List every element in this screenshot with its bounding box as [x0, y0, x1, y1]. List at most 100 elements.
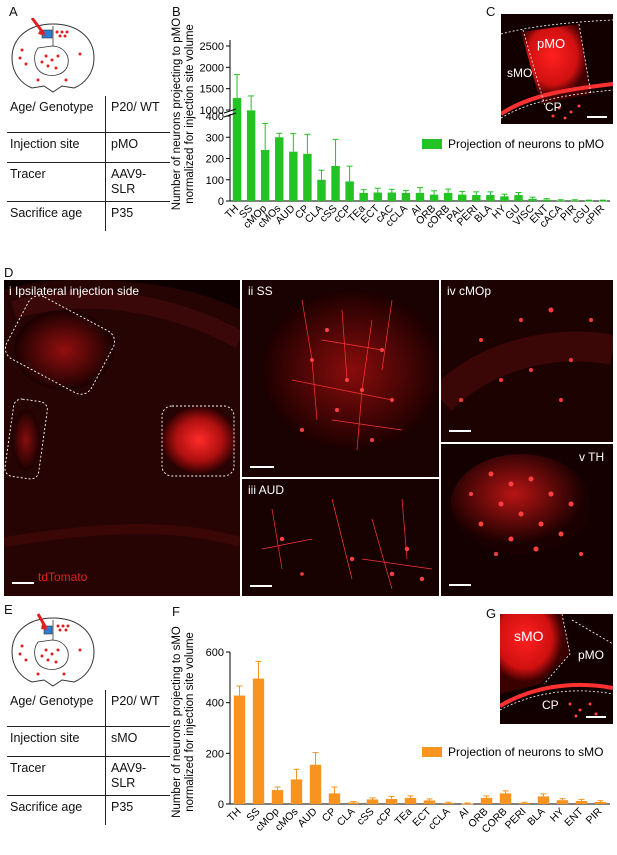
label-aud: iii AUD	[248, 483, 285, 497]
bar	[575, 800, 588, 804]
scale-bar	[587, 116, 607, 118]
bar	[246, 110, 256, 201]
brain-schematic-pmo	[11, 18, 95, 93]
bar	[373, 192, 382, 201]
micrograph-pmo-injection: pMO sMO CP	[501, 14, 613, 124]
bar	[415, 192, 425, 201]
panel-letter-f: F	[172, 604, 180, 619]
bar	[442, 802, 455, 804]
bar	[499, 793, 512, 804]
x-tick-label: BLA	[525, 806, 548, 829]
table-key: Injection site	[7, 131, 106, 162]
chart-pmo-projections: Number of neurons projecting to pMO norma…	[171, 18, 610, 231]
y-tick-label: 600	[206, 647, 224, 659]
bar	[345, 181, 354, 201]
legend-label: Projection of neurons to sMO	[448, 745, 603, 759]
bar	[500, 196, 509, 201]
table-value: pMO	[105, 131, 170, 162]
bar	[401, 192, 411, 201]
x-tick-label: cCP	[373, 806, 396, 829]
y-tick-label: 100	[206, 175, 224, 187]
label-pmo: pMO	[537, 36, 566, 51]
bar	[275, 137, 284, 201]
micrograph-smo-injection: sMO pMO CP	[500, 614, 613, 724]
bar	[598, 200, 608, 202]
table-value: P35	[105, 200, 170, 231]
table-value: P20/ WT	[105, 690, 170, 726]
table-key: Sacrifice age	[7, 200, 106, 231]
scale-bar	[250, 466, 274, 468]
panel-letter-e: E	[4, 602, 13, 617]
panel-letter-c: C	[486, 4, 496, 19]
y-tick-label: 2000	[200, 62, 224, 74]
chart-smo-projections: Number of neurons projecting to sMO norma…	[171, 626, 610, 836]
bar	[271, 790, 284, 804]
y-axis-label: Number of neurons projecting to pMO	[171, 18, 183, 210]
bar	[518, 802, 531, 804]
x-tick-label: PERI	[503, 806, 529, 832]
bar	[594, 801, 607, 804]
bar	[429, 194, 439, 201]
bar	[347, 802, 360, 804]
label-smo: sMO	[514, 628, 544, 644]
y-axis-label: Number of neurons projecting to sMO	[171, 626, 183, 818]
x-tick-label: PIR	[584, 805, 605, 826]
brain-schematic-smo	[11, 613, 95, 687]
experiment-table-pmo: Age/ Genotype P20/ WT Injection site pMO T…	[7, 96, 170, 231]
panel-letter-a: A	[9, 4, 18, 19]
y-axis-label: normalized for injection site volume	[184, 632, 196, 812]
micrograph-ipsilateral: i Ipsilateral injection side tdTomato	[4, 280, 240, 596]
label-tdtomato: tdTomato	[38, 570, 88, 584]
scale-bar	[250, 585, 272, 587]
micrograph-aud: iii AUD	[242, 479, 439, 596]
table-value: AAV9- SLR	[105, 161, 170, 201]
bar	[385, 798, 398, 804]
bar	[331, 165, 340, 201]
label-cmop: iv cMOp	[447, 284, 492, 298]
bar	[260, 150, 270, 201]
label-ss: ii SS	[248, 284, 273, 298]
table-value: sMO	[105, 725, 170, 756]
bar	[537, 796, 550, 804]
table-value: AAV9- SLR	[105, 755, 170, 795]
y-tick-label: 1500	[200, 84, 224, 96]
bar	[458, 194, 467, 201]
panel-letter-b: B	[172, 4, 181, 19]
bar	[233, 695, 246, 804]
panel-letter-g: G	[486, 606, 497, 621]
bar	[303, 153, 312, 201]
y-tick-label: 400	[206, 698, 224, 710]
y-tick-label: 0	[218, 196, 224, 208]
label-ipsilateral: i Ipsilateral injection side	[9, 284, 140, 298]
y-tick-label: 200	[206, 748, 224, 760]
y-tick-label: 1000	[200, 105, 224, 117]
legend-swatch	[422, 747, 442, 757]
bar	[556, 200, 565, 202]
bar	[486, 195, 495, 201]
table-key: Tracer	[7, 755, 106, 795]
bar	[480, 797, 493, 804]
table-key: Age/ Genotype	[10, 100, 94, 114]
label-cp: CP	[542, 698, 559, 712]
table-key: Age/ Genotype	[10, 694, 94, 708]
label-cp: CP	[545, 100, 562, 114]
experiment-table-smo: Age/ Genotype P20/ WT Injection site sMO T…	[7, 690, 170, 825]
table-key: Injection site	[7, 725, 106, 756]
legend-swatch	[422, 139, 442, 149]
bar	[443, 192, 453, 201]
bar	[404, 797, 417, 804]
bar	[328, 793, 341, 804]
y-axis-label: normalized for injection site volume	[184, 24, 196, 204]
x-tick-label: cSS	[355, 806, 377, 828]
bar	[359, 192, 368, 201]
x-tick-label: ENT	[562, 805, 586, 829]
y-tick-label: 2500	[200, 41, 224, 53]
x-tick-label: AUD	[295, 805, 319, 829]
x-tick-label: TEa	[393, 806, 415, 828]
bar	[542, 199, 551, 201]
table-key: Sacrifice age	[7, 794, 106, 825]
label-smo: sMO	[507, 66, 533, 80]
y-tick-label: 0	[218, 799, 224, 811]
bar	[309, 764, 322, 804]
bar	[232, 98, 242, 201]
